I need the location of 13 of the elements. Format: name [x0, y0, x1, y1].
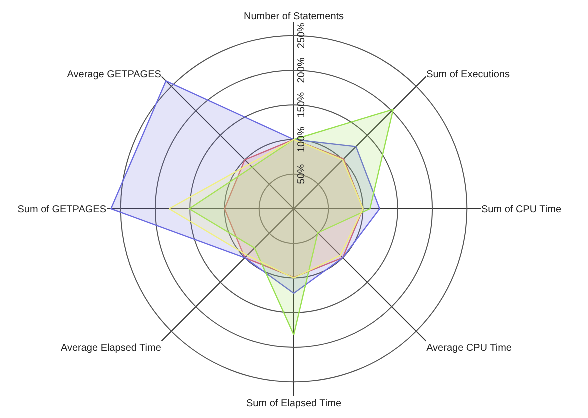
y-tick-label: 200%	[296, 58, 308, 84]
spoke-label: Average Elapsed Time	[60, 343, 162, 354]
spoke-label: Number of Statements	[244, 12, 344, 22]
spoke-label: Sum of CPU Time	[482, 204, 562, 216]
y-tick-label: 100%	[296, 126, 308, 153]
spoke-label: Sum of GETPAGES	[18, 204, 107, 216]
y-tick-label: 50%	[296, 164, 308, 184]
y-tick-label: 150%	[296, 92, 308, 118]
spoke-label: Average CPU Time	[426, 343, 512, 354]
spoke-label: Average GETPAGES	[67, 69, 162, 80]
spoke-label: Sum of Executions	[426, 69, 510, 80]
spoke-label: Sum of Elapsed Time	[246, 398, 342, 410]
y-tick-label: 250%	[296, 22, 308, 49]
